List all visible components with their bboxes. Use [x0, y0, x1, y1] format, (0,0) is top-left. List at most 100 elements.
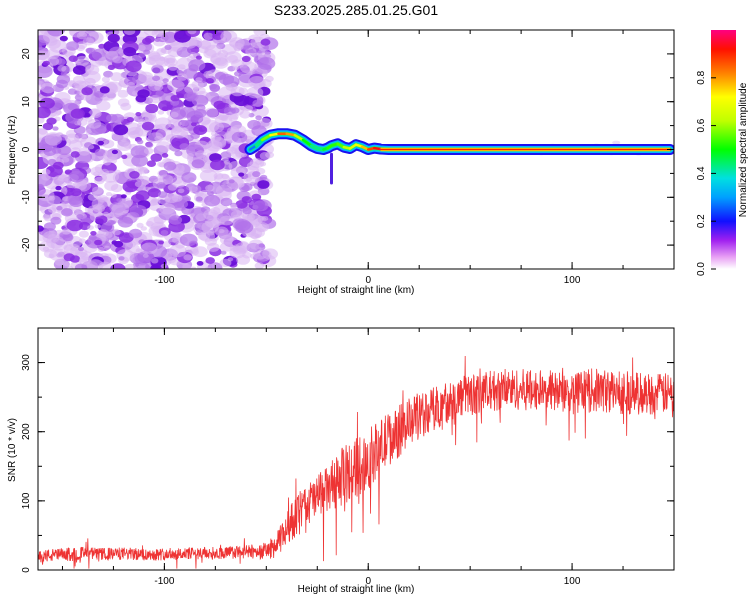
noise-blob: [219, 234, 234, 245]
noise-blob: [164, 44, 172, 51]
noise-blob: [242, 251, 252, 259]
noise-blob: [210, 207, 221, 215]
noise-blob: [219, 258, 232, 268]
noise-blob: [92, 203, 105, 213]
noise-blob: [97, 229, 109, 238]
noise-blob: [219, 241, 234, 252]
noise-blob: [77, 118, 88, 127]
noise-blob: [143, 147, 154, 155]
noise-blob: [47, 30, 65, 37]
noise-blob: [156, 141, 172, 153]
noise-blob: [251, 193, 262, 201]
noise-blob: [74, 85, 81, 91]
x-tick-label: 0: [365, 576, 371, 587]
noise-blob: [170, 95, 180, 102]
noise-blob: [234, 71, 242, 77]
noise-blob: [42, 60, 50, 66]
colorbar-label: Normalized spectral amplitude: [738, 82, 749, 217]
noise-blob: [87, 144, 95, 150]
noise-blob: [145, 103, 159, 114]
noise-blob: [84, 112, 91, 118]
noise-blob: [52, 161, 64, 170]
noise-blob: [231, 131, 248, 143]
noise-blob: [92, 186, 103, 195]
noise-blob: [190, 37, 203, 46]
noise-blob: [252, 200, 269, 212]
signal-track-core: [293, 133, 305, 142]
noise-blob: [151, 64, 164, 74]
noise-blob: [117, 216, 134, 228]
noise-blob: [150, 153, 163, 162]
noise-blob: [259, 161, 267, 167]
y-tick-label: -20: [21, 237, 32, 252]
noise-blob: [73, 75, 86, 85]
noise-blob: [190, 266, 197, 269]
noise-blob: [219, 215, 234, 226]
noise-blob: [42, 169, 51, 175]
noise-blob: [94, 224, 102, 229]
noise-blob: [204, 107, 219, 118]
noise-blob: [227, 107, 234, 112]
noise-blob: [66, 219, 84, 232]
noise-blob: [120, 194, 127, 199]
noise-blob: [43, 222, 56, 231]
x-tick-label: -100: [154, 275, 174, 286]
noise-blob: [210, 52, 228, 65]
noise-blob: [150, 264, 161, 269]
noise-blob: [136, 139, 144, 145]
noise-blob: [111, 240, 118, 245]
noise-blob: [195, 196, 203, 202]
noise-blob: [189, 213, 196, 218]
noise-blob: [90, 231, 97, 236]
noise-blob: [162, 78, 169, 83]
signal-track-core: [301, 138, 313, 147]
noise-blob: [93, 171, 101, 177]
noise-blob: [38, 189, 55, 202]
y-tick-label: 20: [21, 48, 32, 60]
noise-blob: [142, 253, 149, 258]
noise-blob: [240, 106, 247, 111]
noise-blob: [67, 103, 78, 111]
noise-blob: [198, 117, 211, 126]
noise-blob: [150, 198, 161, 206]
noise-blob: [248, 76, 266, 89]
noise-blob: [265, 75, 274, 82]
noise-blob: [67, 194, 83, 205]
noise-blob: [170, 125, 189, 139]
noise-blob: [188, 59, 206, 72]
noise-blob: [50, 238, 68, 251]
y-tick-label: 200: [21, 423, 32, 440]
snr-xlabel: Height of straight line (km): [298, 584, 415, 595]
colorbar-tick-label: 0.4: [696, 166, 707, 180]
noise-blob: [165, 193, 179, 204]
noise-blob: [155, 90, 165, 97]
noise-blob: [134, 180, 144, 188]
noise-blob: [177, 188, 185, 194]
x-tick-label: 100: [564, 576, 581, 587]
noise-blob: [107, 33, 120, 43]
noise-blob: [218, 73, 235, 85]
noise-blob: [101, 76, 110, 83]
noise-blob: [52, 126, 59, 131]
noise-blob: [252, 171, 261, 178]
noise-blob: [120, 102, 132, 111]
noise-blob: [209, 84, 221, 92]
noise-blob: [262, 248, 278, 260]
noise-blob: [199, 40, 212, 50]
noise-blob: [66, 181, 73, 186]
noise-blob: [60, 71, 67, 76]
noise-blob: [226, 146, 238, 155]
noise-blob: [61, 208, 73, 217]
noise-blob: [254, 262, 265, 269]
noise-blob: [104, 245, 111, 251]
noise-blob: [230, 113, 239, 120]
noise-blob: [38, 106, 51, 119]
noise-blob: [167, 256, 177, 264]
noise-blob: [187, 153, 194, 158]
noise-blob: [193, 125, 208, 135]
noise-blob: [67, 88, 77, 95]
noise-blob: [50, 216, 62, 225]
noise-blob: [182, 263, 191, 269]
